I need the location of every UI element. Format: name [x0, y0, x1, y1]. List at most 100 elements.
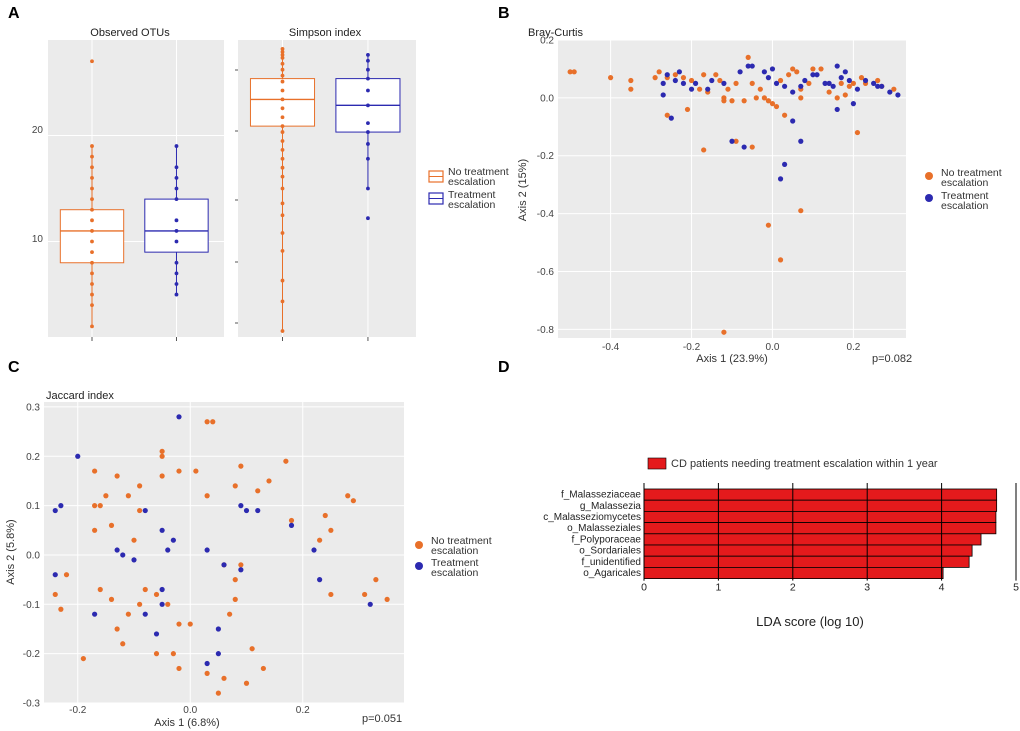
b-point-escalation	[798, 138, 804, 144]
c-xtick-label: 0.2	[296, 705, 310, 716]
c-ytick-label: 0.2	[26, 452, 40, 463]
b-point-no-escalation	[798, 95, 804, 101]
b-point-no-escalation	[810, 66, 816, 72]
d-xtick-label: 3	[864, 582, 870, 594]
d-bar	[643, 544, 973, 557]
b-point-no-escalation	[777, 257, 784, 263]
d-bar	[643, 555, 970, 568]
b-annotation: p=0.082	[872, 353, 912, 365]
b-point-no-escalation	[777, 77, 784, 84]
c-point-no-escalation	[384, 596, 390, 602]
d-bar	[643, 499, 998, 512]
c-point-no-escalation	[328, 527, 334, 533]
c-point-escalation	[92, 611, 98, 617]
c-point-escalation	[114, 547, 120, 553]
c-ytick-label: 0.0	[26, 550, 40, 561]
c-point-no-escalation	[170, 651, 176, 657]
b-xtick-label: -0.4	[602, 342, 620, 353]
b-point-escalation	[814, 72, 820, 78]
a2-point-no-escalation	[280, 52, 285, 57]
a1-point-no-escalation	[90, 144, 94, 148]
b-point-escalation	[688, 86, 695, 92]
panel-label-b: B	[498, 5, 510, 22]
b-point-escalation	[838, 75, 844, 81]
b-point-no-escalation	[834, 95, 840, 101]
b-point-escalation	[834, 106, 840, 113]
b-point-escalation	[769, 66, 776, 72]
b-point-no-escalation	[798, 208, 804, 214]
d-category-label: o_Sordariales	[579, 546, 641, 557]
b-point-no-escalation	[608, 75, 614, 81]
b-point-no-escalation	[842, 92, 848, 98]
a2-point-no-escalation	[280, 174, 285, 179]
b-ytick-label: -0.2	[537, 151, 555, 162]
a2-point-no-escalation	[280, 165, 285, 170]
a2-point-no-escalation	[280, 49, 285, 54]
legend-c-escalation-dot	[415, 562, 423, 570]
c-point-no-escalation	[92, 503, 98, 509]
b-point-no-escalation	[571, 69, 577, 75]
c-point-no-escalation	[204, 419, 210, 425]
c-point-escalation	[204, 660, 210, 667]
a2-point-escalation	[366, 103, 370, 108]
a1-point-no-escalation	[90, 175, 94, 180]
c-point-no-escalation	[232, 577, 238, 583]
b-point-escalation	[761, 69, 767, 75]
b-ylabel: Axis 2 (15%)	[517, 159, 529, 221]
c-point-escalation	[52, 572, 58, 578]
d-bar	[643, 533, 982, 546]
a2-point-no-escalation	[280, 106, 285, 111]
a2-title: Simpson index	[289, 27, 362, 39]
a1-point-escalation	[174, 282, 179, 286]
c-point-no-escalation	[176, 621, 182, 627]
a1-point-no-escalation	[90, 282, 94, 286]
d-bar	[643, 567, 944, 580]
b-point-no-escalation	[701, 147, 707, 153]
a1-point-escalation	[174, 197, 179, 202]
a2-point-no-escalation	[280, 73, 285, 78]
b-point-escalation	[802, 77, 808, 84]
b-point-escalation	[854, 86, 861, 92]
d-category-label: g_Malassezia	[580, 501, 642, 512]
c-point-escalation	[288, 522, 295, 528]
b-point-no-escalation	[697, 86, 703, 92]
b-point-no-escalation	[757, 86, 763, 92]
a1-box-no-escalation	[59, 209, 125, 264]
b-point-escalation	[721, 80, 727, 86]
b-ytick-label: -0.8	[537, 325, 555, 336]
b-ytick-label: -0.6	[537, 267, 555, 278]
legend-b: No treatment escalation Treatment escala…	[925, 167, 1002, 212]
b-point-escalation	[895, 92, 901, 98]
b-point-no-escalation	[891, 86, 897, 92]
c-point-no-escalation	[97, 503, 103, 509]
legend-c-no-escalation-dot	[415, 541, 423, 549]
c-point-no-escalation	[215, 690, 221, 696]
b-point-escalation	[745, 63, 751, 69]
a2-point-escalation	[366, 186, 370, 191]
legend-c-no-escalation-line1: No treatment	[431, 535, 492, 547]
a2-point-no-escalation	[280, 299, 285, 304]
b-point-escalation	[749, 63, 755, 69]
a2-point-no-escalation	[280, 248, 285, 253]
b-point-no-escalation	[721, 329, 727, 335]
c-point-no-escalation	[238, 562, 244, 568]
c-point-escalation	[170, 537, 176, 543]
b-point-escalation	[737, 69, 743, 75]
c-point-escalation	[159, 586, 165, 593]
c-point-no-escalation	[176, 468, 182, 474]
b-point-no-escalation	[656, 69, 662, 75]
b-point-no-escalation	[741, 98, 747, 104]
d-bar	[643, 510, 997, 523]
d-legend-swatch	[647, 457, 667, 470]
b-point-no-escalation	[749, 144, 755, 150]
b-point-no-escalation	[761, 95, 767, 101]
a1-point-escalation	[174, 260, 179, 265]
b-point-no-escalation	[850, 80, 856, 86]
b-point-no-escalation	[652, 75, 658, 81]
a2-point-escalation	[366, 52, 370, 57]
b-point-escalation	[790, 118, 796, 124]
legend-b-escalation-line2: escalation	[941, 200, 988, 212]
b-point-no-escalation	[854, 129, 861, 136]
a1-point-no-escalation	[90, 165, 94, 170]
b-ytick-label: -0.4	[537, 209, 555, 220]
